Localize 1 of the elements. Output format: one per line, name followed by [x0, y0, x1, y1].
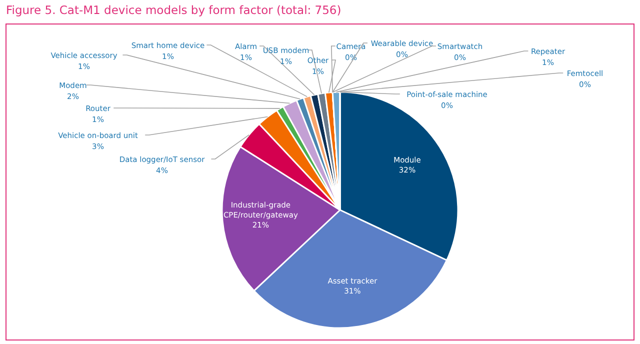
chart-title: Figure 5. Cat-M1 device models by form factor (total: 756): [6, 3, 342, 17]
